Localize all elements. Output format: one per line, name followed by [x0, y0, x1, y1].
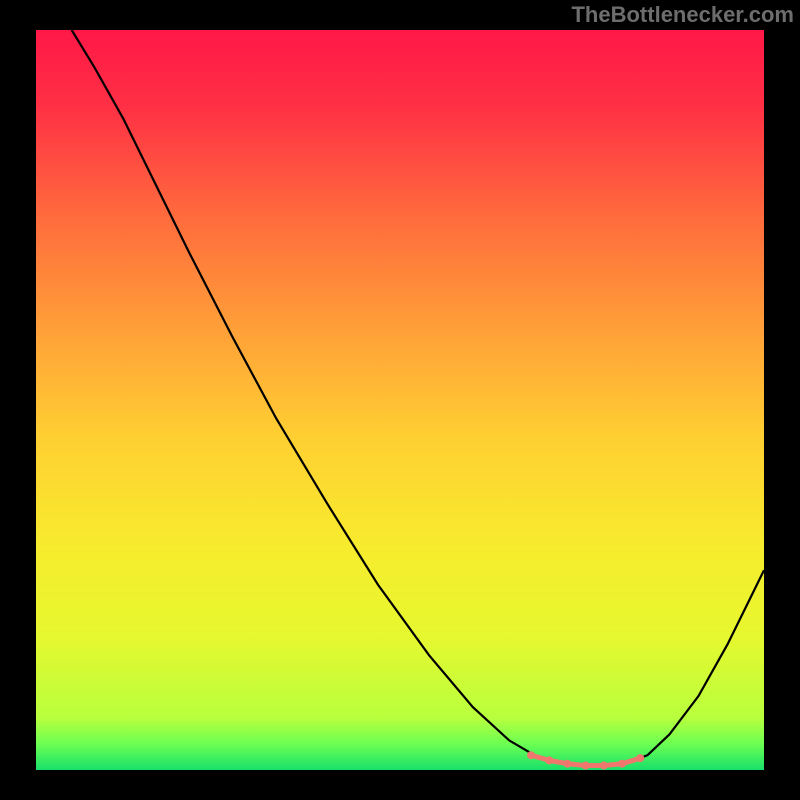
highlight-marker [636, 754, 644, 762]
watermark-text: TheBottlenecker.com [571, 2, 794, 28]
highlight-marker [563, 760, 571, 768]
bottleneck-chart [0, 0, 800, 800]
chart-container: TheBottlenecker.com [0, 0, 800, 800]
highlight-marker [582, 762, 590, 770]
highlight-marker [545, 756, 553, 764]
highlight-marker [618, 760, 626, 768]
highlight-marker [527, 751, 535, 759]
plot-gradient-background [36, 30, 764, 770]
highlight-marker [600, 762, 608, 770]
